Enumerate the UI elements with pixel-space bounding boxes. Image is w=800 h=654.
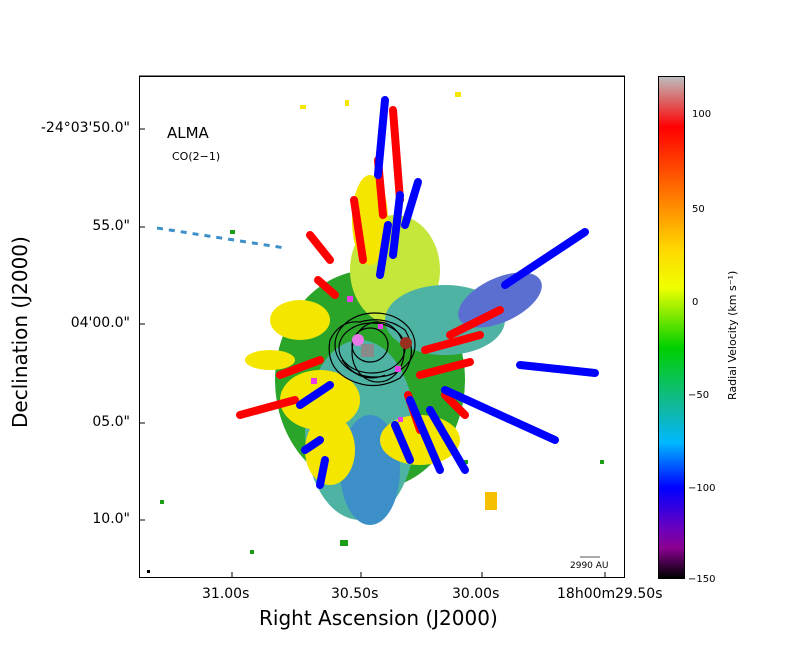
x-tick-label: 31.00s [202, 586, 250, 602]
colorbar-tick: −50 [688, 390, 710, 401]
x-axis-title: Right Ascension (J2000) [259, 606, 498, 630]
colorbar-tick: 50 [692, 204, 705, 215]
y-tick-label: 05.0" [92, 414, 130, 430]
colorbar-tick: −100 [688, 483, 716, 494]
scale-bar-label: 2990 AU [570, 561, 609, 571]
source-circle-brown [400, 337, 412, 349]
x-tick-label: 30.50s [331, 586, 379, 602]
panel-subtitle: CO(2−1) [172, 150, 221, 163]
y-tick-label: 04'00.0" [70, 315, 130, 331]
x-tick-label: 18h00m29.50s [557, 586, 663, 602]
plot-frame [139, 76, 625, 578]
source-circle-magenta [352, 334, 364, 346]
source-square-gray [361, 344, 374, 357]
y-axis-title: Declination (J2000) [8, 236, 32, 428]
colorbar-tick: 0 [692, 297, 699, 308]
colorbar [658, 76, 685, 579]
colorbar-title: Radial Velocity (km s⁻¹) [726, 270, 739, 400]
y-tick-label: -24°03'50.0" [40, 120, 130, 136]
west-blue-jet [156, 226, 286, 250]
colorbar-tick: 100 [692, 109, 712, 120]
continuum-contours [328, 312, 416, 387]
blue-lobes [296, 96, 599, 489]
x-tick-label: 30.00s [452, 586, 500, 602]
colorbar-tick: −150 [688, 574, 716, 585]
panel-title: ALMA [167, 124, 209, 142]
y-tick-label: 55.0" [92, 218, 130, 234]
source-markers [311, 296, 412, 422]
y-tick-label: 10.0" [92, 511, 130, 527]
red-lobes [236, 106, 504, 434]
